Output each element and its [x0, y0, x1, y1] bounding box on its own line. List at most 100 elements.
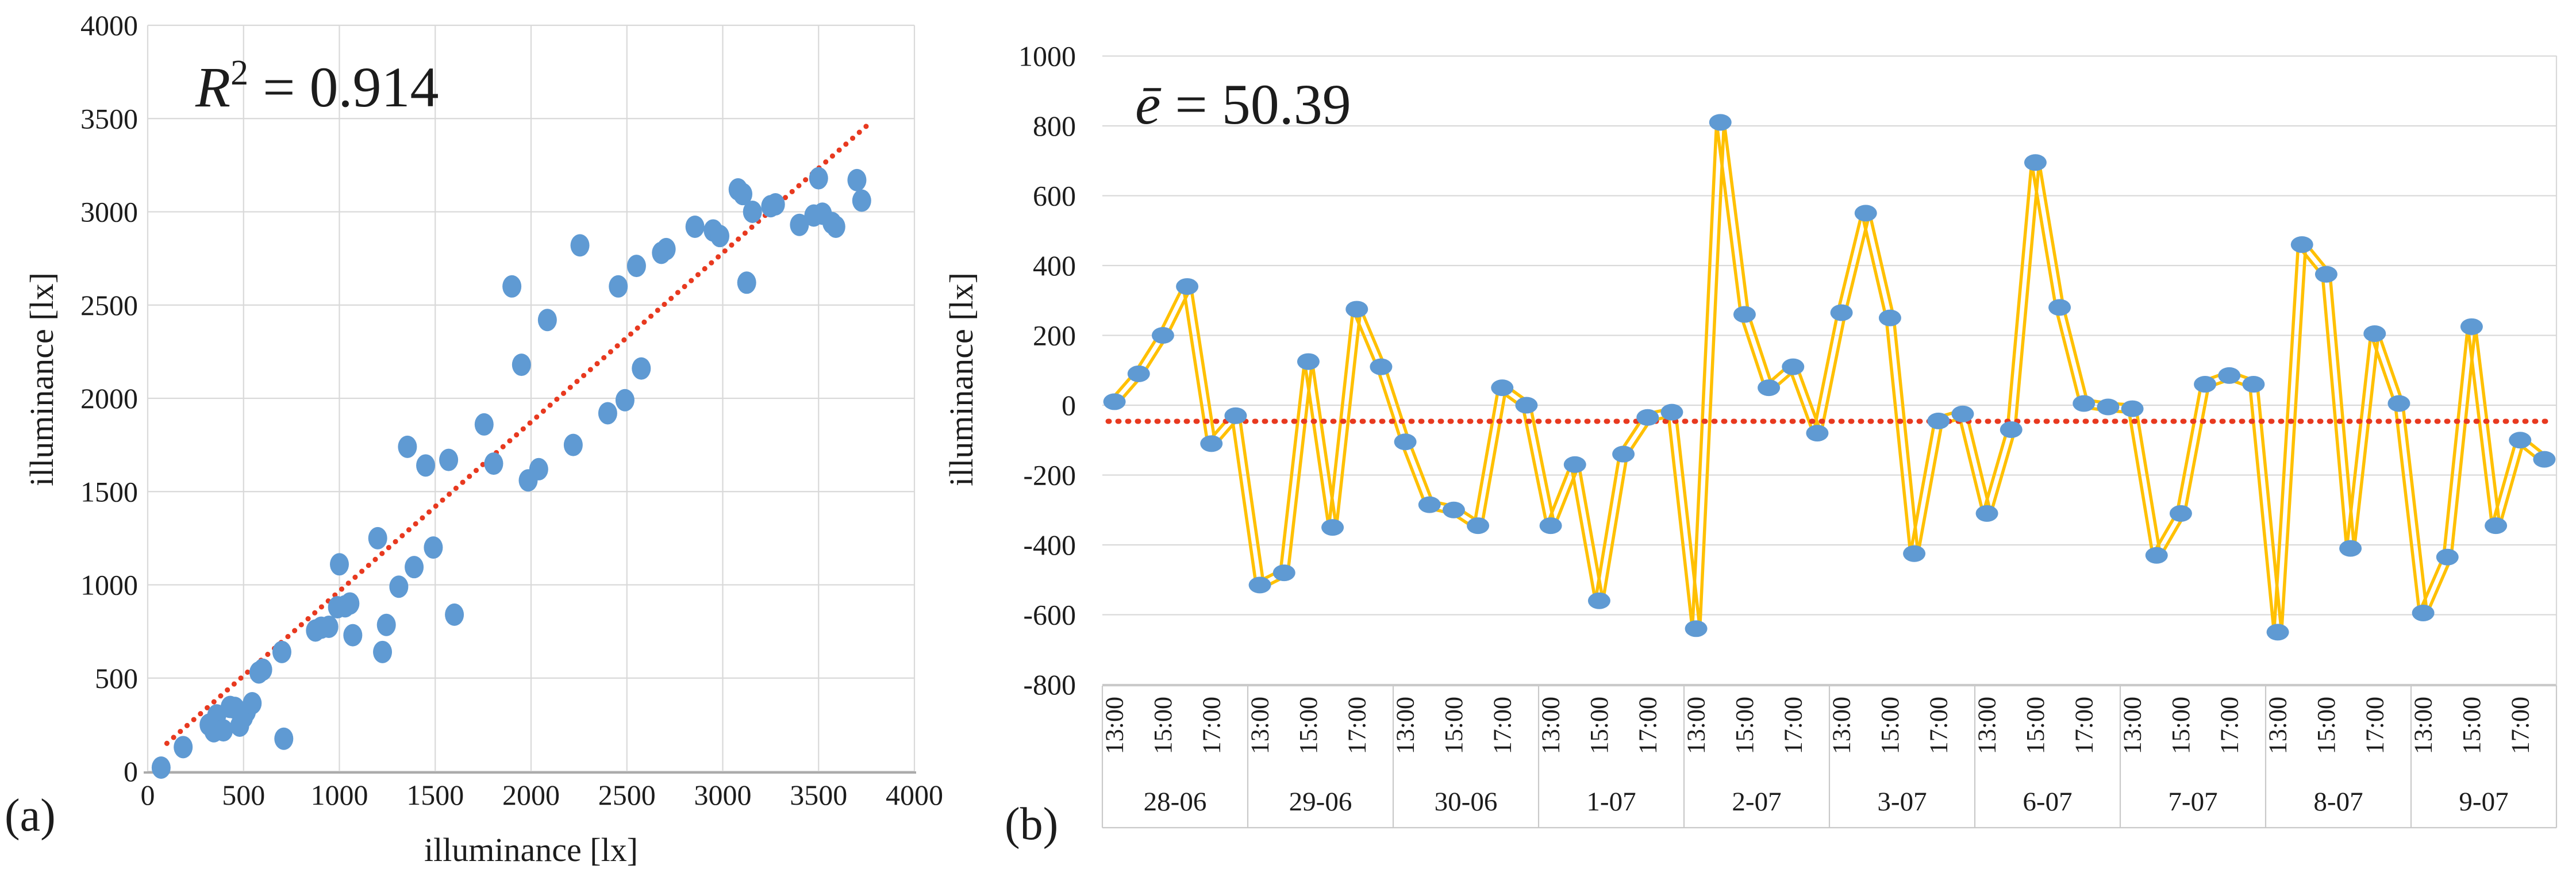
panel-a-r2-annotation: R2 = 0.914 — [195, 53, 439, 119]
y-tick-label: 2500 — [80, 289, 138, 321]
line-marker — [2097, 398, 2120, 416]
line-marker — [2145, 547, 2168, 564]
scatter-point — [272, 640, 291, 663]
series-line-segment — [1279, 359, 1306, 574]
line-marker — [2266, 624, 2289, 641]
line-marker — [1685, 620, 1708, 637]
x-time-label: 17:00 — [1924, 697, 1952, 754]
y-tick-label: -200 — [1023, 459, 1076, 491]
x-time-label: 17:00 — [1488, 697, 1516, 754]
ebar-value: = 50.39 — [1160, 72, 1351, 136]
x-tick-label: 2000 — [502, 779, 560, 811]
line-marker — [1176, 278, 1199, 295]
panel-b-y-axis-title: illuminance [lx] — [943, 272, 980, 486]
series-line-segment — [2134, 406, 2162, 556]
line-marker — [1394, 433, 1417, 451]
scatter-point — [685, 215, 705, 238]
panel-b-label: (b) — [1005, 799, 1058, 850]
x-time-label: 17:00 — [1779, 697, 1807, 754]
panel-b-mean-annotation: ē = 50.39 — [1135, 72, 1351, 136]
series-line-segment — [1182, 285, 1210, 446]
series-line-segment — [2442, 324, 2470, 559]
x-tick-label: 3000 — [694, 779, 752, 811]
line-marker — [1878, 309, 1901, 326]
series-line-segment — [2474, 324, 2501, 527]
y-tick-label: -600 — [1023, 599, 1076, 631]
series-line-segment — [2175, 382, 2203, 514]
series-line-segment — [1739, 314, 1767, 391]
x-time-label: 15:00 — [1876, 697, 1904, 754]
series-line-segment — [1601, 453, 1629, 604]
series-line-segment — [2345, 331, 2373, 550]
scatter-point — [790, 213, 809, 236]
line-marker — [2290, 236, 2313, 253]
scatter-point — [766, 193, 785, 216]
series-line-segment — [2062, 305, 2089, 405]
series-line-segment — [1892, 316, 1920, 555]
series-line-segment — [1472, 385, 1501, 527]
line-marker — [1709, 114, 1732, 131]
series-line-segment — [1327, 307, 1355, 529]
x-date-label: 30-06 — [1435, 787, 1498, 817]
series-line-segment — [2377, 330, 2404, 404]
scatter-point — [343, 624, 363, 647]
scatter-point — [376, 613, 396, 636]
line-marker — [1248, 576, 1271, 594]
panel-b-date-tick-labels: 28-06 29-06 30-06 1-07 2-07 3-07 6-07 7-07 8-07 9… — [1144, 787, 2509, 817]
series-line-segment — [2393, 402, 2421, 615]
line-marker — [2000, 421, 2023, 439]
x-tick-label: 1500 — [406, 779, 464, 811]
line-marker — [1224, 407, 1247, 424]
series-line-segment — [1836, 210, 1864, 314]
scatter-point — [626, 255, 646, 278]
scatter-point — [214, 719, 233, 742]
series-line-segment — [2030, 162, 2058, 310]
series-line-segment — [1594, 452, 1621, 602]
y-tick-label: 200 — [1033, 320, 1076, 352]
series-line-segment — [1666, 411, 1694, 631]
series-line-segment — [1860, 212, 1888, 321]
scatter-point — [484, 452, 503, 475]
series-line-segment — [1521, 404, 1549, 528]
x-tick-label: 4000 — [886, 779, 943, 811]
panel-a-trendline — [164, 123, 870, 746]
trendline-dotted — [164, 123, 870, 746]
series-line-segment — [1722, 120, 1750, 316]
x-time-label: 13:00 — [1537, 697, 1565, 754]
x-date-label: 2-07 — [1732, 787, 1781, 817]
x-time-label: 17:00 — [2506, 697, 2534, 754]
y-tick-label: 0 — [124, 755, 138, 787]
line-marker — [1975, 505, 1998, 522]
x-time-label: 15:00 — [1149, 697, 1177, 754]
series-line-segment — [2013, 161, 2041, 432]
y-tick-label: 2000 — [80, 382, 138, 414]
y-tick-label: 3500 — [80, 102, 138, 134]
x-time-label: 13:00 — [1391, 697, 1420, 754]
y-tick-label: -800 — [1023, 668, 1076, 701]
y-tick-label: 1000 — [1018, 40, 1076, 72]
series-line-segment — [2490, 437, 2519, 526]
scatter-point — [743, 201, 762, 223]
series-line-segment — [2006, 160, 2033, 431]
line-marker — [1927, 412, 1950, 429]
scatter-point — [445, 603, 464, 626]
scatter-point — [274, 727, 294, 750]
x-time-label: 13:00 — [1973, 697, 2001, 754]
x-time-label: 15:00 — [1294, 697, 1322, 754]
scatter-point — [373, 640, 393, 663]
series-line-segment — [2328, 272, 2356, 550]
panel-b-series-markers — [1103, 114, 2556, 641]
series-line-segment — [1383, 364, 1411, 443]
x-date-label: 9-07 — [2459, 787, 2508, 817]
scatter-point — [389, 575, 409, 598]
series-line-segment — [1715, 121, 1743, 317]
series-line-segment — [1674, 410, 1702, 630]
line-marker — [2412, 604, 2435, 621]
series-line-segment — [1528, 402, 1556, 527]
series-line-segment — [1982, 426, 2009, 514]
series-line-segment — [1286, 360, 1314, 575]
scatter-point — [398, 435, 417, 458]
line-marker — [2460, 318, 2483, 335]
scatter-point — [563, 433, 583, 456]
series-line-segment — [2054, 306, 2082, 406]
